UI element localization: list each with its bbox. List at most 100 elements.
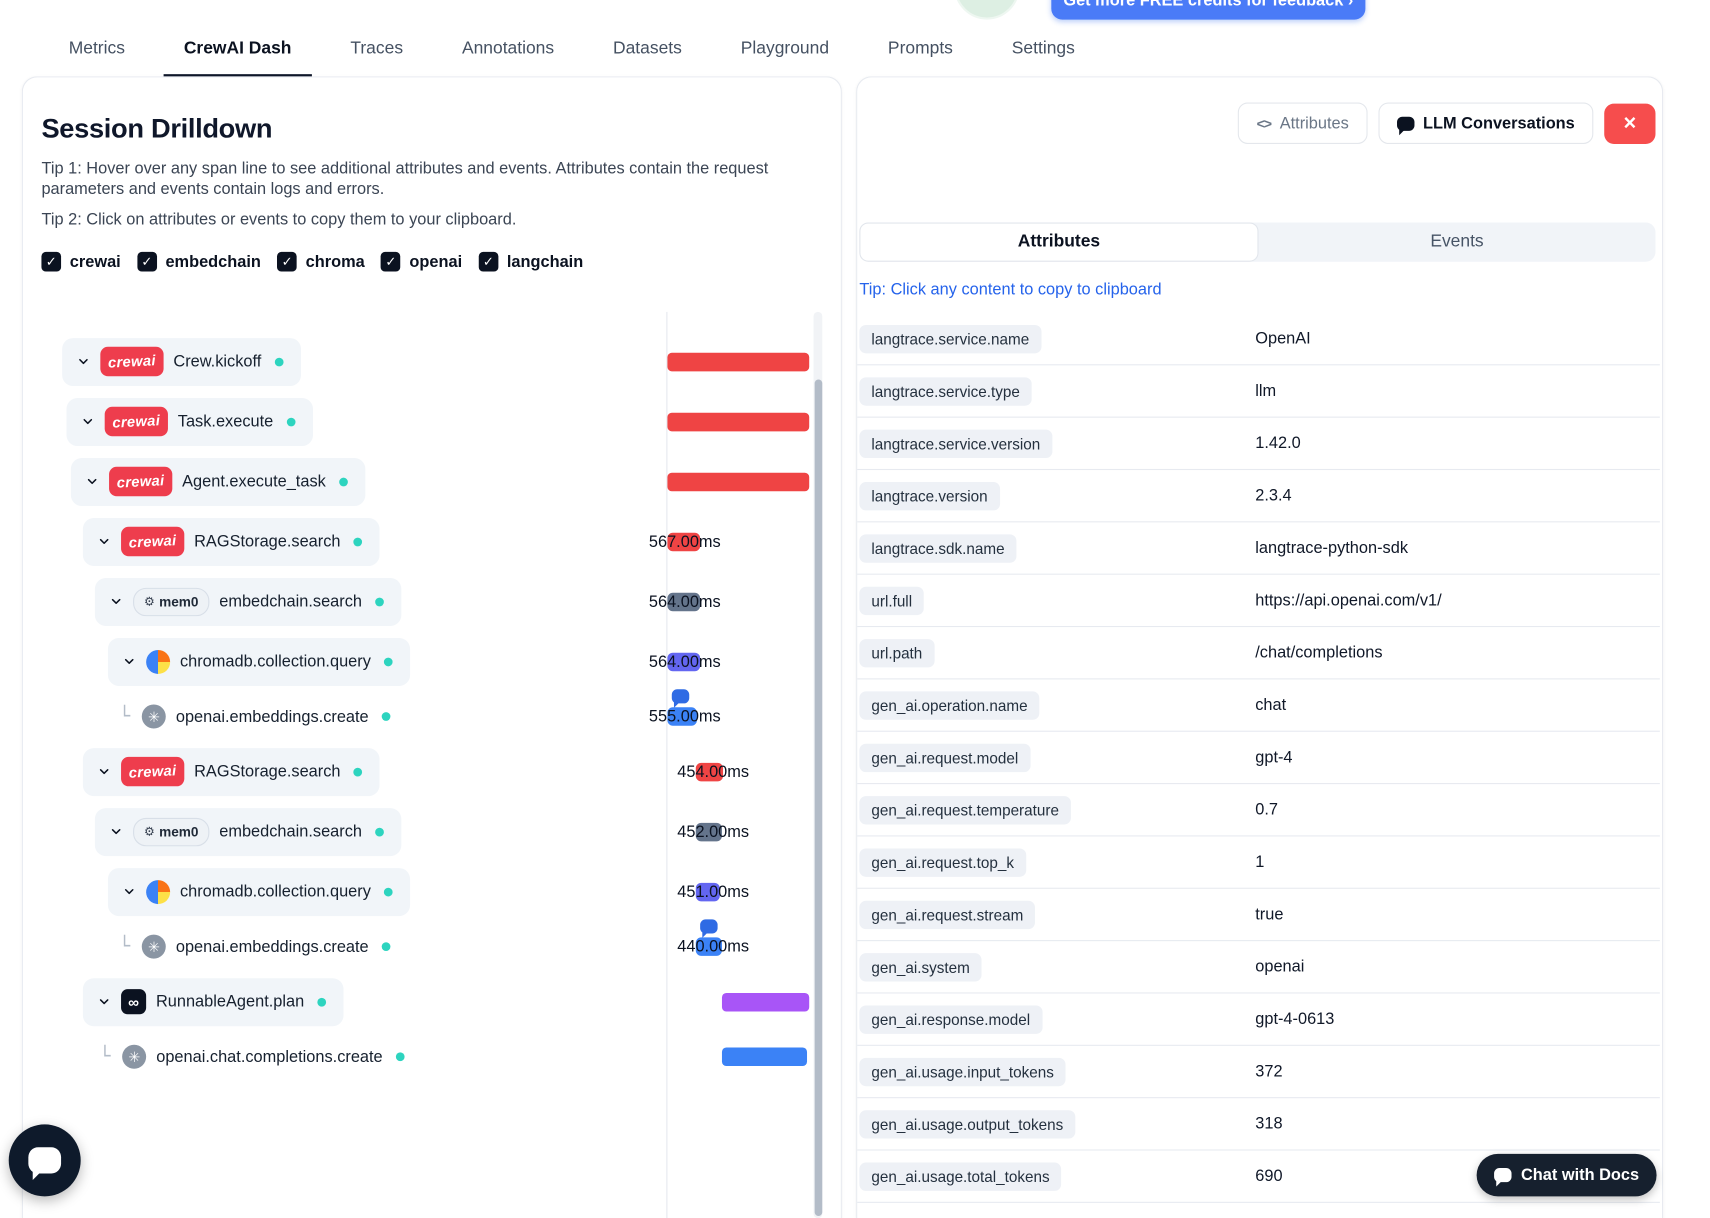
attribute-value[interactable]: 2.3.4 bbox=[1255, 486, 1292, 505]
checkbox-icon[interactable]: ✓ bbox=[381, 251, 401, 272]
checkbox-icon[interactable]: ✓ bbox=[277, 251, 297, 272]
tab-settings[interactable]: Settings bbox=[1011, 39, 1075, 58]
chevron-down-icon[interactable] bbox=[96, 764, 111, 779]
credits-button[interactable]: Get more FREE credits for feedback › bbox=[1051, 0, 1366, 20]
tab-events[interactable]: Events bbox=[1430, 232, 1484, 251]
attribute-value[interactable]: gpt-4 bbox=[1255, 748, 1293, 767]
attribute-value[interactable]: /chat/completions bbox=[1255, 643, 1383, 662]
span-duration-bar[interactable] bbox=[695, 937, 722, 956]
avatar[interactable] bbox=[954, 0, 1020, 20]
chat-with-docs-button[interactable]: Chat with Docs bbox=[1476, 1153, 1657, 1197]
tab-attributes[interactable]: Attributes bbox=[859, 222, 1259, 262]
span-duration-bar[interactable] bbox=[721, 1047, 808, 1067]
chevron-down-icon[interactable] bbox=[121, 884, 136, 899]
attribute-key[interactable]: langtrace.service.type bbox=[859, 376, 1032, 406]
attribute-key[interactable]: langtrace.version bbox=[859, 481, 1000, 510]
chevron-down-icon[interactable] bbox=[75, 354, 90, 369]
attribute-key[interactable]: gen_ai.request.model bbox=[859, 743, 1031, 772]
filter-crewai[interactable]: ✓ crewai bbox=[41, 251, 121, 272]
span-Task.execute[interactable]: crewai Task.execute bbox=[66, 397, 313, 446]
span-RAGStorage.search[interactable]: crewai RAGStorage.search bbox=[82, 747, 380, 796]
tab-metrics[interactable]: Metrics bbox=[68, 39, 125, 58]
tab-crewai-dash[interactable]: CrewAI Dash bbox=[163, 24, 313, 77]
attribute-value[interactable]: 690 bbox=[1255, 1166, 1283, 1186]
attribute-value[interactable]: https://api.openai.com/v1/ bbox=[1255, 591, 1442, 610]
tree-scrollbar-thumb[interactable] bbox=[814, 379, 822, 1216]
attribute-value[interactable]: 1 bbox=[1255, 852, 1265, 872]
chat-bubble-icon[interactable] bbox=[671, 689, 690, 708]
chat-bubble-icon[interactable] bbox=[700, 919, 718, 938]
span-duration-bar[interactable] bbox=[721, 992, 810, 1011]
span-embedchain.search[interactable]: ⚙ mem0 embedchain.search bbox=[94, 577, 402, 626]
attribute-key[interactable]: gen_ai.usage.total_tokens bbox=[859, 1162, 1062, 1191]
span-duration-bar[interactable] bbox=[667, 352, 810, 371]
attribute-key[interactable]: gen_ai.usage.input_tokens bbox=[859, 1057, 1066, 1086]
span-duration-bar[interactable] bbox=[667, 592, 701, 611]
chevron-down-icon[interactable] bbox=[80, 414, 95, 429]
attribute-value[interactable]: langtrace-python-sdk bbox=[1255, 538, 1409, 558]
close-button[interactable]: × bbox=[1604, 103, 1656, 144]
span-openai.embeddings.create[interactable]: └ ✳ openai.embeddings.create bbox=[119, 927, 391, 966]
attribute-key[interactable]: gen_ai.operation.name bbox=[859, 690, 1040, 720]
span-chromadb.collection.query[interactable]: chromadb.collection.query bbox=[107, 637, 411, 686]
span-duration-bar[interactable] bbox=[695, 822, 722, 841]
attribute-value[interactable]: llm bbox=[1255, 381, 1277, 401]
chevron-down-icon[interactable] bbox=[108, 594, 123, 609]
checkbox-icon[interactable]: ✓ bbox=[478, 251, 499, 272]
span-embedchain.search[interactable]: ⚙ mem0 embedchain.search bbox=[94, 807, 402, 856]
span-duration-bar[interactable] bbox=[695, 762, 724, 781]
attribute-key[interactable]: langtrace.sdk.name bbox=[859, 533, 1017, 563]
attribute-key[interactable]: gen_ai.usage.output_tokens bbox=[859, 1109, 1076, 1139]
attribute-key[interactable]: gen_ai.request.temperature bbox=[859, 795, 1071, 824]
chevron-down-icon[interactable] bbox=[96, 534, 111, 549]
span-RunnableAgent.plan[interactable]: ∞ RunnableAgent.plan bbox=[82, 977, 344, 1026]
copy-tip-link[interactable]: Tip: Click any content to copy to clipbo… bbox=[859, 280, 1162, 299]
attribute-value[interactable]: 372 bbox=[1255, 1062, 1283, 1081]
filter-chroma[interactable]: ✓ chroma bbox=[277, 251, 365, 272]
attribute-value[interactable]: true bbox=[1255, 905, 1284, 924]
filter-openai[interactable]: ✓ openai bbox=[381, 251, 462, 272]
chat-widget-button[interactable] bbox=[8, 1124, 81, 1197]
attribute-key[interactable]: url.full bbox=[859, 586, 925, 615]
attribute-key[interactable]: langtrace.service.name bbox=[859, 324, 1042, 353]
filter-langchain[interactable]: ✓ langchain bbox=[478, 251, 583, 272]
attribute-key[interactable]: gen_ai.system bbox=[859, 952, 982, 981]
attribute-value[interactable]: 318 bbox=[1255, 1114, 1283, 1134]
span-duration-bar[interactable] bbox=[667, 652, 701, 671]
span-duration-bar[interactable] bbox=[667, 472, 810, 491]
attribute-value[interactable]: 0.7 bbox=[1255, 800, 1278, 820]
span-Crew.kickoff[interactable]: crewai Crew.kickoff bbox=[62, 337, 301, 386]
chevron-down-icon[interactable] bbox=[96, 994, 111, 1009]
attributes-button[interactable]: <> Attributes bbox=[1238, 102, 1368, 144]
attribute-value[interactable]: OpenAI bbox=[1255, 329, 1311, 348]
span-openai.embeddings.create[interactable]: └ ✳ openai.embeddings.create bbox=[119, 697, 391, 736]
tab-traces[interactable]: Traces bbox=[350, 39, 404, 58]
chevron-down-icon[interactable] bbox=[121, 654, 136, 669]
tab-prompts[interactable]: Prompts bbox=[887, 39, 953, 58]
attribute-key[interactable]: gen_ai.request.stream bbox=[859, 900, 1036, 929]
tree-scrollbar[interactable] bbox=[813, 311, 823, 1218]
span-chromadb.collection.query[interactable]: chromadb.collection.query bbox=[107, 867, 411, 916]
span-RAGStorage.search[interactable]: crewai RAGStorage.search bbox=[82, 517, 380, 566]
tab-datasets[interactable]: Datasets bbox=[613, 39, 682, 58]
span-duration-bar[interactable] bbox=[667, 412, 810, 431]
attribute-value[interactable]: chat bbox=[1255, 695, 1287, 715]
attribute-value[interactable]: openai bbox=[1255, 957, 1305, 977]
span-Agent.execute_task[interactable]: crewai Agent.execute_task bbox=[70, 457, 366, 506]
chevron-down-icon[interactable] bbox=[84, 474, 99, 489]
attribute-value[interactable]: gpt-4-0613 bbox=[1255, 1009, 1335, 1029]
attribute-key[interactable]: url.path bbox=[859, 638, 935, 667]
attribute-value[interactable]: 1.42.0 bbox=[1255, 434, 1301, 453]
span-duration-bar[interactable] bbox=[667, 707, 697, 726]
llm-conversations-button[interactable]: LLM Conversations bbox=[1378, 102, 1594, 144]
checkbox-icon[interactable]: ✓ bbox=[41, 251, 62, 272]
chevron-down-icon[interactable] bbox=[108, 824, 123, 839]
attribute-key[interactable]: gen_ai.request.top_k bbox=[859, 847, 1026, 877]
tab-annotations[interactable]: Annotations bbox=[461, 39, 555, 58]
attribute-key[interactable]: gen_ai.response.model bbox=[859, 1004, 1043, 1034]
checkbox-icon[interactable]: ✓ bbox=[137, 251, 157, 272]
attribute-key[interactable]: langtrace.service.version bbox=[859, 429, 1053, 458]
filter-embedchain[interactable]: ✓ embedchain bbox=[137, 251, 261, 272]
span-duration-bar[interactable] bbox=[695, 882, 720, 901]
span-openai.chat.completions.create[interactable]: └ ✳ openai.chat.completions.create bbox=[99, 1037, 405, 1076]
